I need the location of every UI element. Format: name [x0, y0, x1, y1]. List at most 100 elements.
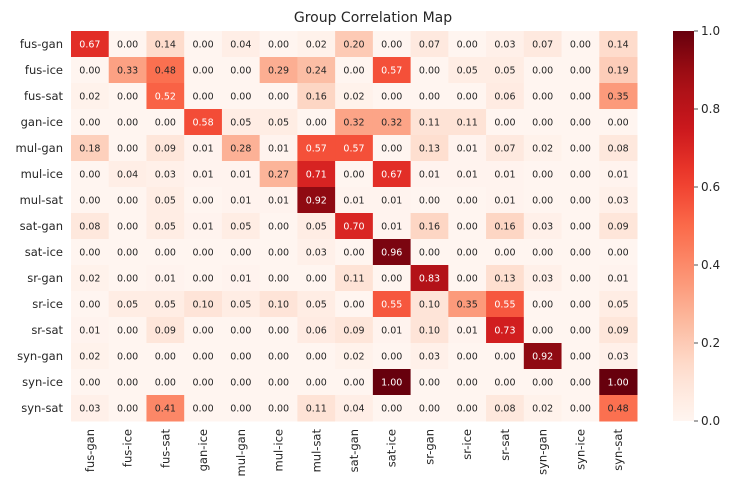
heatmap-cell [108, 83, 147, 110]
heatmap-cell [523, 57, 563, 84]
cell-value-label: 0.01 [230, 274, 251, 285]
cell-value-label: 0.33 [117, 66, 138, 77]
column-label: fus-ice [121, 429, 135, 467]
cell-value-label: 0.57 [343, 144, 364, 155]
heatmap-cell [221, 187, 261, 214]
cell-value-label: 0.05 [155, 300, 176, 311]
cell-value-label: 0.24 [306, 66, 327, 77]
cell-value-label: 0.14 [155, 40, 176, 51]
heatmap-cell [561, 31, 600, 58]
heatmap-cell [372, 57, 412, 84]
heatmap-cell [71, 369, 110, 396]
heatmap-cell [486, 161, 525, 188]
heatmap-cell [523, 187, 563, 214]
cell-value-label: 0.00 [457, 92, 478, 103]
heatmap-cell [561, 265, 600, 292]
colorbar-tick-label: 0.2 [701, 336, 720, 350]
cell-value-label: 0.04 [230, 40, 251, 51]
cell-value-label: 0.00 [117, 92, 138, 103]
cell-value-label: 0.04 [343, 404, 364, 415]
row-label: sat-gan [20, 219, 63, 233]
heatmap-cell [221, 239, 261, 266]
colorbar-tick-label: 0.4 [701, 258, 720, 272]
heatmap-cell [71, 213, 110, 240]
heatmap-cell [297, 83, 336, 110]
heatmap-cell [146, 239, 185, 266]
colorbar-tick-label: 1.0 [701, 24, 720, 38]
cell-value-label: 0.03 [608, 196, 629, 207]
cell-value-label: 0.00 [230, 404, 251, 415]
cell-value-label: 0.01 [494, 170, 515, 181]
cell-value-label: 0.00 [570, 326, 591, 337]
heatmap-cell [297, 187, 336, 214]
heatmap-cell [561, 57, 600, 84]
heatmap-cell [297, 317, 336, 344]
cell-value-label: 0.00 [117, 40, 138, 51]
cell-value-label: 0.01 [608, 274, 629, 285]
heatmap-cell [146, 161, 185, 188]
cell-value-label: 0.01 [230, 196, 251, 207]
heatmap-cell [523, 161, 563, 188]
cell-value-label: 0.00 [457, 40, 478, 51]
cell-value-label: 0.27 [268, 170, 289, 181]
cell-value-label: 0.00 [343, 170, 364, 181]
cell-value-label: 0.00 [570, 170, 591, 181]
heatmap-cell [146, 317, 185, 344]
cell-value-label: 0.00 [230, 248, 251, 259]
heatmap-cell [335, 57, 374, 84]
heatmap-cell [259, 31, 298, 58]
row-label: syn-sat [21, 401, 63, 415]
heatmap-cell [108, 395, 147, 422]
cell-value-label: 0.48 [155, 66, 176, 77]
heatmap-cell [297, 369, 336, 396]
cell-value-label: 0.00 [79, 378, 100, 389]
heatmap-cell [599, 161, 638, 188]
cell-value-label: 0.14 [608, 40, 629, 51]
cell-value-label: 0.03 [419, 352, 440, 363]
heatmap-cell [523, 239, 563, 266]
cell-value-label: 0.01 [192, 170, 213, 181]
cell-value-label: 0.00 [192, 352, 213, 363]
cell-value-label: 0.03 [155, 170, 176, 181]
heatmap-cell [448, 239, 487, 266]
cell-value-label: 0.00 [570, 378, 591, 389]
heatmap-cell [599, 395, 638, 422]
heatmap-cell [335, 343, 374, 370]
heatmap-cell [184, 265, 223, 292]
heatmap-cell [146, 187, 185, 214]
cell-value-label: 0.02 [343, 352, 364, 363]
column-label: sr-gan [422, 429, 436, 465]
cell-value-label: 0.00 [306, 352, 327, 363]
cell-value-label: 0.00 [343, 248, 364, 259]
heatmap-cell [561, 109, 600, 136]
heatmap-cell [561, 135, 600, 162]
cell-value-label: 0.35 [608, 92, 629, 103]
heatmap-cell [486, 343, 525, 370]
cell-value-label: 0.00 [570, 248, 591, 259]
cell-value-label: 0.00 [570, 300, 591, 311]
heatmap-cell [108, 187, 147, 214]
heatmap-cell [108, 109, 147, 136]
heatmap-cell [108, 161, 147, 188]
heatmap-cell [146, 213, 185, 240]
heatmap-cell [448, 265, 487, 292]
heatmap-cell [372, 239, 412, 266]
cell-value-label: 0.11 [306, 404, 327, 415]
heatmap-cell [335, 187, 374, 214]
cell-value-label: 0.73 [494, 326, 515, 337]
heatmap-cell [146, 31, 185, 58]
cell-value-label: 0.00 [381, 40, 402, 51]
cell-value-label: 0.55 [381, 300, 402, 311]
colorbar-tick-label: 0.0 [701, 414, 720, 428]
cell-value-label: 0.00 [192, 326, 213, 337]
cell-value-label: 0.03 [608, 352, 629, 363]
cell-value-label: 0.00 [570, 66, 591, 77]
heatmap-cell [523, 265, 563, 292]
heatmap-cell [410, 161, 449, 188]
cell-value-label: 0.58 [192, 118, 213, 129]
cell-value-label: 0.00 [155, 118, 176, 129]
cell-value-label: 0.00 [192, 40, 213, 51]
cell-value-label: 0.67 [381, 170, 402, 181]
cell-value-label: 0.01 [79, 326, 100, 337]
heatmap-cell [108, 291, 147, 318]
